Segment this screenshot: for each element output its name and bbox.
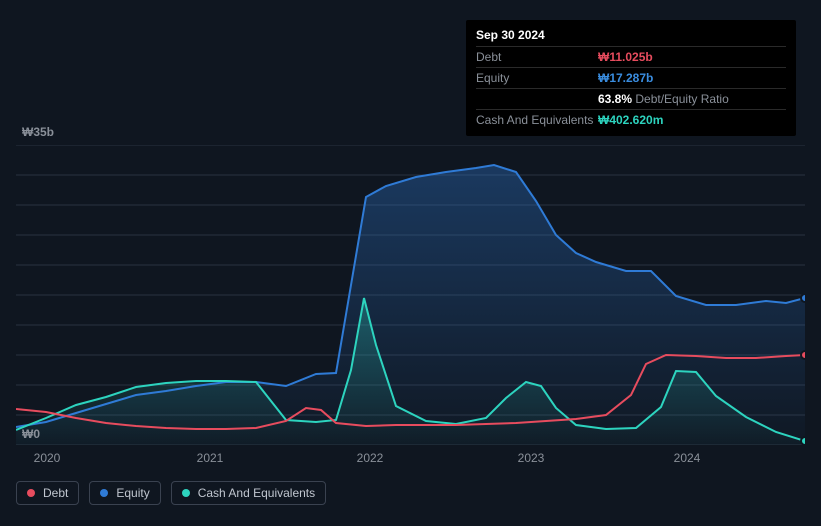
legend-dot-icon (182, 489, 190, 497)
tooltip-label: Equity (476, 69, 598, 87)
equity-end-marker (801, 294, 805, 302)
ratio-percent: 63.8% (598, 92, 632, 106)
tooltip-label: Debt (476, 48, 598, 66)
tooltip-date: Sep 30 2024 (476, 26, 786, 44)
tooltip-row-debt: Debt ₩11.025b (476, 46, 786, 67)
chart-tooltip: Sep 30 2024 Debt ₩11.025b Equity ₩17.287… (466, 20, 796, 136)
x-tick: 2021 (197, 451, 224, 465)
chart-plot-area[interactable]: ₩0 (16, 145, 805, 445)
y-axis-top-label: ₩35b (16, 125, 805, 139)
legend-item-equity[interactable]: Equity (89, 481, 160, 505)
tooltip-value-debt: ₩11.025b (598, 48, 653, 66)
x-tick: 2022 (357, 451, 384, 465)
tooltip-label (476, 90, 598, 108)
y-axis-bottom-label: ₩0 (22, 427, 40, 441)
legend-label: Equity (116, 486, 149, 500)
legend-label: Cash And Equivalents (198, 486, 315, 500)
tooltip-value-ratio: 63.8% Debt/Equity Ratio (598, 90, 729, 108)
ratio-label: Debt/Equity Ratio (635, 92, 728, 106)
chart-container: ₩35b ₩0 20202021202 (16, 125, 805, 505)
tooltip-row-equity: Equity ₩17.287b (476, 67, 786, 88)
legend-dot-icon (100, 489, 108, 497)
tooltip-value-equity: ₩17.287b (598, 69, 653, 87)
x-tick: 2020 (34, 451, 61, 465)
x-axis: 2020 2021 2022 2023 2024 (16, 447, 805, 467)
x-tick: 2024 (674, 451, 701, 465)
tooltip-row-ratio: 63.8% Debt/Equity Ratio (476, 88, 786, 109)
cash-end-marker (801, 437, 805, 445)
legend-item-debt[interactable]: Debt (16, 481, 79, 505)
legend-label: Debt (43, 486, 68, 500)
legend-item-cash[interactable]: Cash And Equivalents (171, 481, 326, 505)
debt-end-marker (801, 351, 805, 359)
chart-legend: Debt Equity Cash And Equivalents (16, 481, 805, 505)
legend-dot-icon (27, 489, 35, 497)
x-tick: 2023 (518, 451, 545, 465)
